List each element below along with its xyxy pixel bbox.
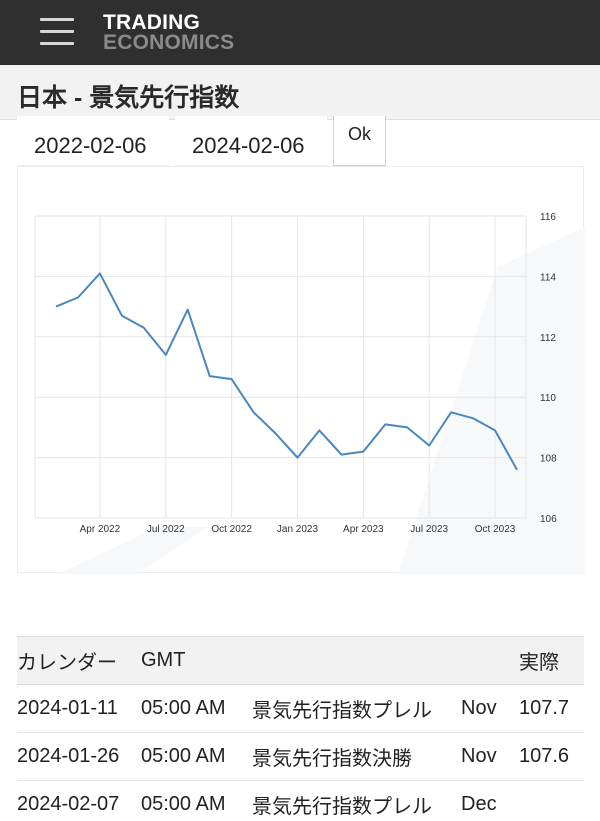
x-tick-label: Oct 2022 <box>211 524 252 535</box>
row-time: 05:00 AM <box>141 732 252 781</box>
row-event[interactable]: 景気先行指数プレル <box>252 684 461 733</box>
title-bar: 日本 - 景気先行指数 <box>0 65 600 120</box>
menu-line <box>40 30 74 33</box>
menu-line <box>40 42 74 45</box>
ok-button[interactable]: Ok <box>333 116 386 166</box>
header-reference <box>461 636 519 685</box>
row-time: 05:00 AM <box>141 780 252 821</box>
x-tick-label: Apr 2023 <box>343 524 384 535</box>
start-date-input[interactable] <box>17 116 169 166</box>
row-reference: Nov <box>461 684 519 733</box>
y-tick-label: 112 <box>540 333 556 344</box>
logo-line-2: ECONOMICS <box>103 31 235 54</box>
y-tick-label: 116 <box>540 212 556 223</box>
row-reference: Dec <box>461 780 519 821</box>
logo-line-1: TRADING <box>103 11 201 34</box>
x-tick-label: Oct 2023 <box>475 524 516 535</box>
watermark-shape <box>398 227 585 574</box>
x-tick-label: Apr 2022 <box>80 524 121 535</box>
top-navigation-bar: TRADING ECONOMICS <box>0 0 600 65</box>
header-event <box>252 636 461 685</box>
calendar-table: カレンダー GMT 実際 2024-01-11 05:00 AM 景気先行指数プ… <box>17 636 584 821</box>
site-logo[interactable]: TRADING ECONOMICS <box>103 11 235 54</box>
x-tick-label: Jul 2022 <box>147 524 185 535</box>
calendar-header-row: カレンダー GMT 実際 <box>17 636 584 685</box>
row-date: 2024-01-26 <box>17 732 141 781</box>
series-line <box>55 272 518 471</box>
end-date-input[interactable] <box>175 116 327 166</box>
y-tick-label: 114 <box>540 272 556 283</box>
x-tick-label: Jan 2023 <box>277 524 319 535</box>
row-actual: 107.6 <box>519 732 584 781</box>
y-tick-label: 110 <box>540 393 556 404</box>
table-row: 2024-01-26 05:00 AM 景気先行指数決勝 Nov 107.6 <box>17 732 584 781</box>
row-time: 05:00 AM <box>141 684 252 733</box>
menu-line <box>40 18 74 21</box>
header-gmt[interactable]: GMT <box>141 636 252 685</box>
row-reference: Nov <box>461 732 519 781</box>
row-event[interactable]: 景気先行指数プレル <box>252 780 461 821</box>
page-title: 日本 - 景気先行指数 <box>17 84 240 112</box>
row-actual: 107.7 <box>519 684 584 733</box>
y-tick-label: 106 <box>540 514 557 525</box>
row-actual <box>519 780 584 821</box>
watermark-shape <box>58 527 208 574</box>
y-tick-label: 108 <box>540 454 557 465</box>
hamburger-menu-icon[interactable] <box>40 18 76 46</box>
x-tick-label: Jul 2023 <box>410 524 448 535</box>
table-row: 2024-01-11 05:00 AM 景気先行指数プレル Nov 107.7 <box>17 684 584 733</box>
table-row: 2024-02-07 05:00 AM 景気先行指数プレル Dec <box>17 780 584 821</box>
chart-container: 116 114 112 110 108 106 Apr 2022 Jul 2022 Oct 20… <box>17 166 585 574</box>
header-calendar[interactable]: カレンダー <box>17 636 141 685</box>
line-chart: 116 114 112 110 108 106 Apr 2022 Jul 2022 Oct 20… <box>34 212 585 574</box>
header-actual[interactable]: 実際 <box>519 636 584 685</box>
row-event[interactable]: 景気先行指数決勝 <box>252 732 461 781</box>
row-date: 2024-01-11 <box>17 684 141 733</box>
row-date: 2024-02-07 <box>17 780 141 821</box>
